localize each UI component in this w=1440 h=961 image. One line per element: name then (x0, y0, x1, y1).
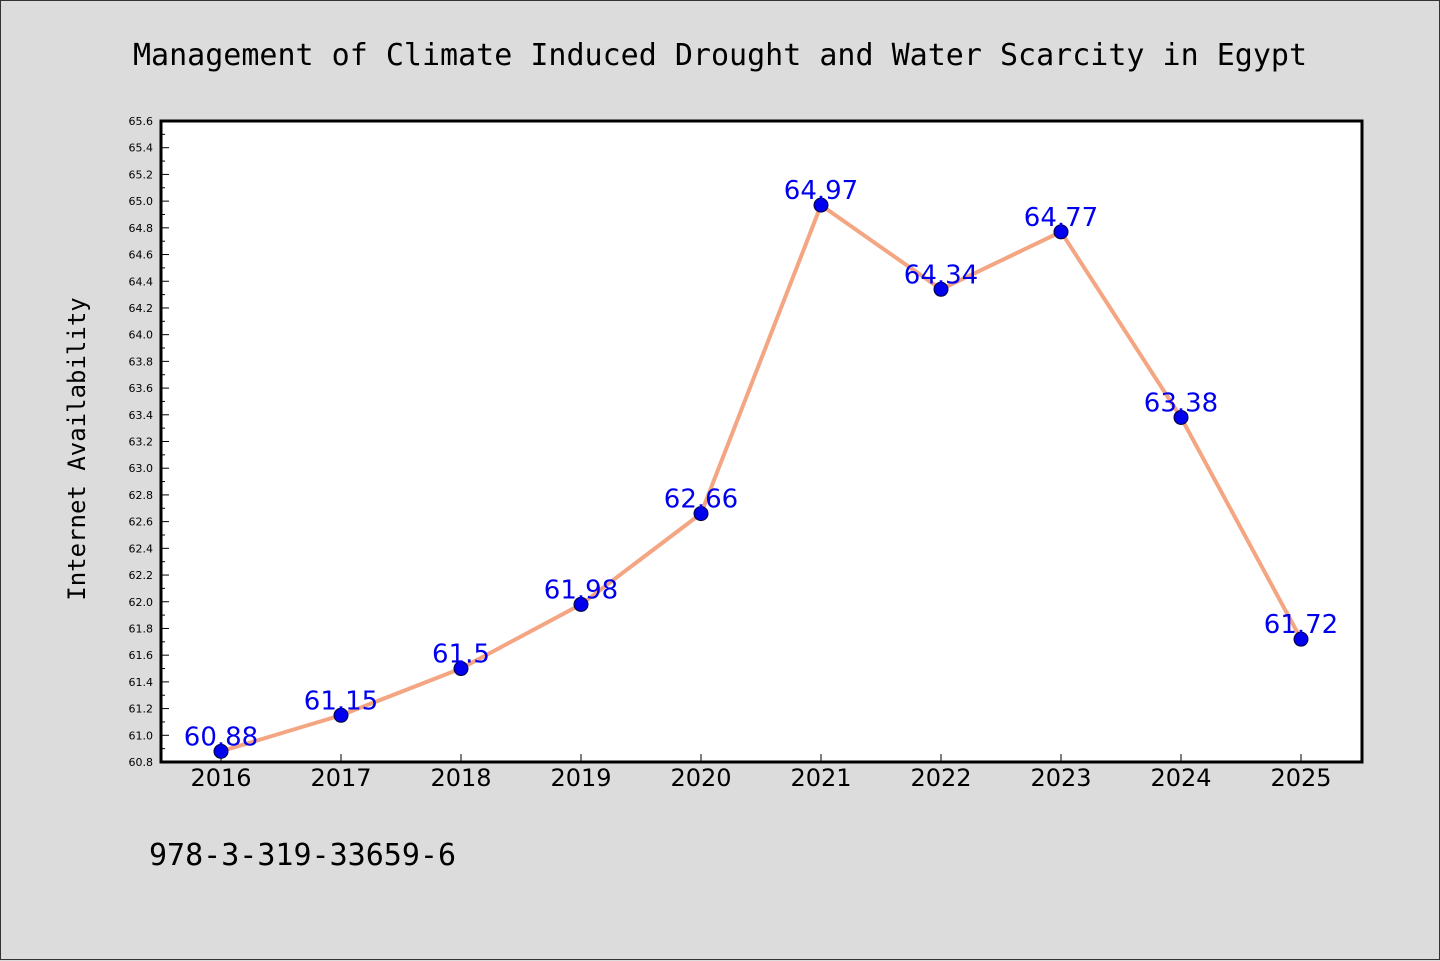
chart-title: Management of Climate Induced Drought an… (133, 38, 1307, 73)
data-label: 62.66 (664, 485, 738, 515)
data-point (333, 707, 349, 723)
y-tick-label: 62.0 (129, 596, 154, 609)
data-point (573, 596, 589, 612)
y-tick-label: 61.2 (129, 703, 154, 716)
y-tick-label: 63.8 (129, 355, 154, 368)
y-tick-label: 63.6 (129, 382, 154, 395)
data-point (1053, 224, 1069, 240)
data-point (213, 743, 229, 759)
y-tick-label: 64.6 (129, 249, 154, 262)
y-tick-label: 61.6 (129, 649, 154, 662)
data-label: 63.38 (1144, 388, 1218, 418)
y-tick-label: 64.0 (129, 329, 154, 342)
series-line (219, 203, 1303, 754)
y-tick-label: 62.6 (129, 516, 154, 529)
data-label: 64.97 (784, 176, 858, 206)
y-tick-label: 65.4 (129, 142, 154, 155)
y-tick-label: 65.2 (129, 168, 154, 181)
y-axis-label: Internet Availability (63, 297, 91, 600)
isbn-footer: 978-3-319-33659-6 (149, 838, 456, 873)
data-label: 61.98 (544, 575, 618, 605)
y-tick-label: 62.8 (129, 489, 154, 502)
data-label: 61.15 (304, 686, 378, 716)
x-tick-label: 2021 (790, 764, 851, 792)
data-point (813, 197, 829, 213)
x-tick-label: 2022 (910, 764, 971, 792)
y-tick-label: 64.4 (129, 275, 154, 288)
series-layer: 60.88 61.15 61.5 61.98 62.66 64.97 64.34 64.77 6… (184, 176, 1338, 759)
x-tick-label: 2020 (670, 764, 731, 792)
y-tick-label: 61.8 (129, 622, 154, 635)
y-tick-label: 64.8 (129, 222, 154, 235)
x-tick-label: 2024 (1150, 764, 1211, 792)
plot-area (159, 119, 1364, 764)
data-label: 61.72 (1264, 610, 1338, 640)
data-point (453, 661, 469, 677)
x-tick-label: 2018 (430, 764, 491, 792)
y-tick-label: 61.4 (129, 676, 154, 689)
y-tick-label: 61.0 (129, 729, 154, 742)
y-tick-label: 60.8 (129, 756, 154, 769)
y-axis-ticks: 60.8 61.0 61.2 61.4 61.6 61.8 62.0 62.2 62.4 62.6… (129, 115, 169, 769)
y-tick-label: 65.6 (129, 115, 154, 128)
data-label: 64.34 (904, 260, 978, 290)
data-point (933, 281, 949, 297)
y-tick-label: 63.2 (129, 436, 154, 449)
data-point (1293, 631, 1309, 647)
x-tick-label: 2023 (1030, 764, 1091, 792)
data-point (1173, 409, 1189, 425)
data-label: 61.5 (432, 640, 490, 670)
data-point (693, 506, 709, 522)
x-tick-label: 2017 (310, 764, 371, 792)
y-tick-label: 62.4 (129, 542, 154, 555)
data-label: 64.77 (1024, 203, 1098, 233)
x-tick-label: 2016 (190, 764, 251, 792)
y-tick-label: 64.2 (129, 302, 154, 315)
y-tick-label: 63.4 (129, 409, 154, 422)
y-tick-label: 62.2 (129, 569, 154, 582)
x-axis-ticks: 2016 2017 2018 2019 2020 2021 2022 2023 2024 2025 (190, 754, 1332, 792)
y-tick-label: 65.0 (129, 195, 154, 208)
y-tick-label: 63.0 (129, 462, 154, 475)
x-tick-label: 2019 (550, 764, 611, 792)
data-label: 60.88 (184, 722, 258, 752)
x-tick-label: 2025 (1270, 764, 1331, 792)
